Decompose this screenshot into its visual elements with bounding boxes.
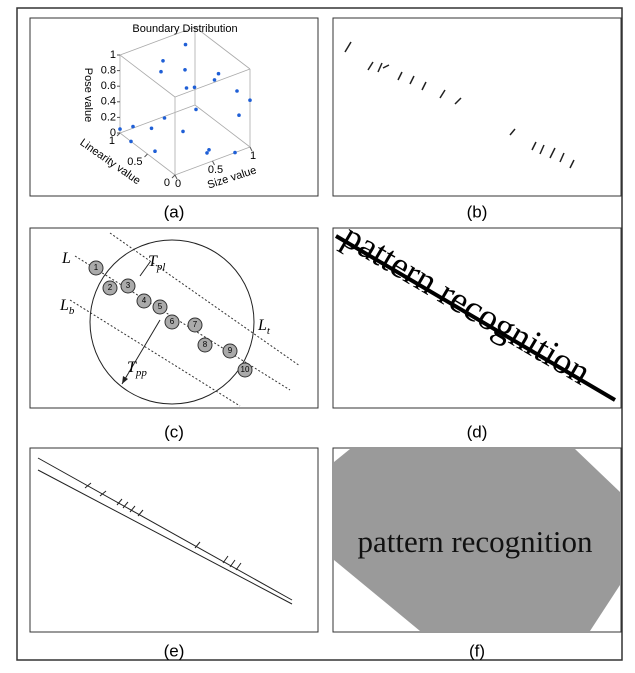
node-label: 7 [193, 320, 198, 329]
node-label: 9 [228, 346, 233, 355]
point [248, 98, 252, 102]
x-tick-label: 0.5 [127, 156, 142, 168]
node-label: 3 [126, 281, 131, 290]
node-label: 1 [94, 263, 99, 272]
point [185, 86, 189, 90]
point [217, 72, 221, 76]
point [207, 148, 211, 152]
z-tick-label: 1 [110, 49, 116, 61]
point [161, 59, 165, 63]
x-tick-label: 0 [164, 177, 170, 189]
point [183, 68, 187, 72]
label-sub: pl [156, 261, 166, 273]
node-label: 2 [108, 283, 113, 292]
point [235, 89, 239, 93]
point [159, 70, 163, 74]
line-label: L [61, 250, 71, 267]
node-label: 8 [203, 340, 208, 349]
caption: (b) [467, 202, 488, 221]
caption: (d) [467, 422, 488, 441]
label-sub: pp [135, 367, 148, 379]
point [184, 43, 188, 47]
caption: (a) [164, 202, 185, 221]
point [194, 108, 198, 112]
y-tick-label: 0.5 [208, 164, 223, 176]
point [129, 140, 133, 144]
node-label: 10 [241, 365, 250, 374]
point [205, 151, 209, 155]
node-label: 5 [158, 302, 163, 311]
page: {"chart_data": {"type": "scatter3d", "ti… [0, 0, 635, 668]
z-tick-label: 0.4 [101, 96, 116, 108]
point [237, 113, 241, 117]
panel-e [30, 448, 318, 632]
caption: (f) [469, 641, 485, 660]
figure: (a) (b) (c) (d) (e) (f) pattern recognit… [0, 0, 635, 668]
point [153, 149, 157, 153]
caption: (c) [164, 422, 184, 441]
point [131, 125, 135, 129]
panel-a [30, 18, 318, 196]
z-tick-label: 0.8 [101, 65, 116, 77]
point [118, 127, 122, 131]
text: pattern recognition [358, 524, 593, 559]
point [150, 127, 154, 131]
y-tick-label: 1 [250, 150, 256, 162]
z-tick-label: 0.2 [101, 111, 116, 123]
chart-title: Boundary Distribution [132, 23, 237, 35]
panel-b [333, 18, 621, 196]
point [193, 86, 197, 90]
caption: (e) [164, 641, 185, 660]
z-axis-label: Pose value [82, 68, 94, 122]
point [233, 151, 237, 155]
label-main: L [61, 250, 71, 267]
node-label: 4 [142, 296, 147, 305]
z-tick-label: 0.6 [101, 80, 116, 92]
node-label: 6 [170, 317, 175, 326]
point [163, 116, 167, 120]
label-sub: b [69, 305, 75, 317]
point [213, 78, 217, 82]
x-tick-label: 1 [109, 135, 115, 147]
point [181, 130, 185, 134]
label-main: L [257, 317, 267, 334]
y-tick-label: 0 [175, 178, 181, 190]
label-main: L [59, 297, 69, 314]
